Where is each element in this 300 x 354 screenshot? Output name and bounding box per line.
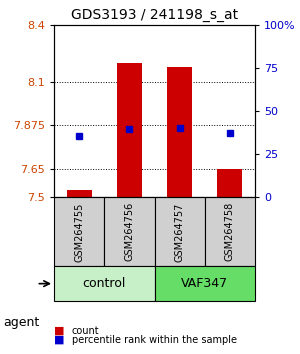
Text: percentile rank within the sample: percentile rank within the sample [72,335,237,345]
Text: ■: ■ [54,335,64,345]
FancyBboxPatch shape [154,198,205,267]
FancyBboxPatch shape [205,198,255,267]
FancyBboxPatch shape [104,198,154,267]
Text: GSM264757: GSM264757 [175,202,184,262]
Title: GDS3193 / 241198_s_at: GDS3193 / 241198_s_at [71,8,238,22]
Bar [167,67,192,198]
Text: control: control [82,277,126,290]
Text: GSM264758: GSM264758 [225,202,235,262]
Text: GSM264755: GSM264755 [74,202,84,262]
Bar [117,63,142,198]
Text: count: count [72,326,100,336]
Bar [67,190,92,198]
Text: ■: ■ [54,326,64,336]
Text: VAF347: VAF347 [181,277,228,290]
FancyBboxPatch shape [154,267,255,301]
Bar [217,169,242,198]
Text: agent: agent [3,316,39,329]
Text: GSM264756: GSM264756 [124,202,134,262]
FancyBboxPatch shape [54,198,104,267]
FancyBboxPatch shape [54,267,154,301]
